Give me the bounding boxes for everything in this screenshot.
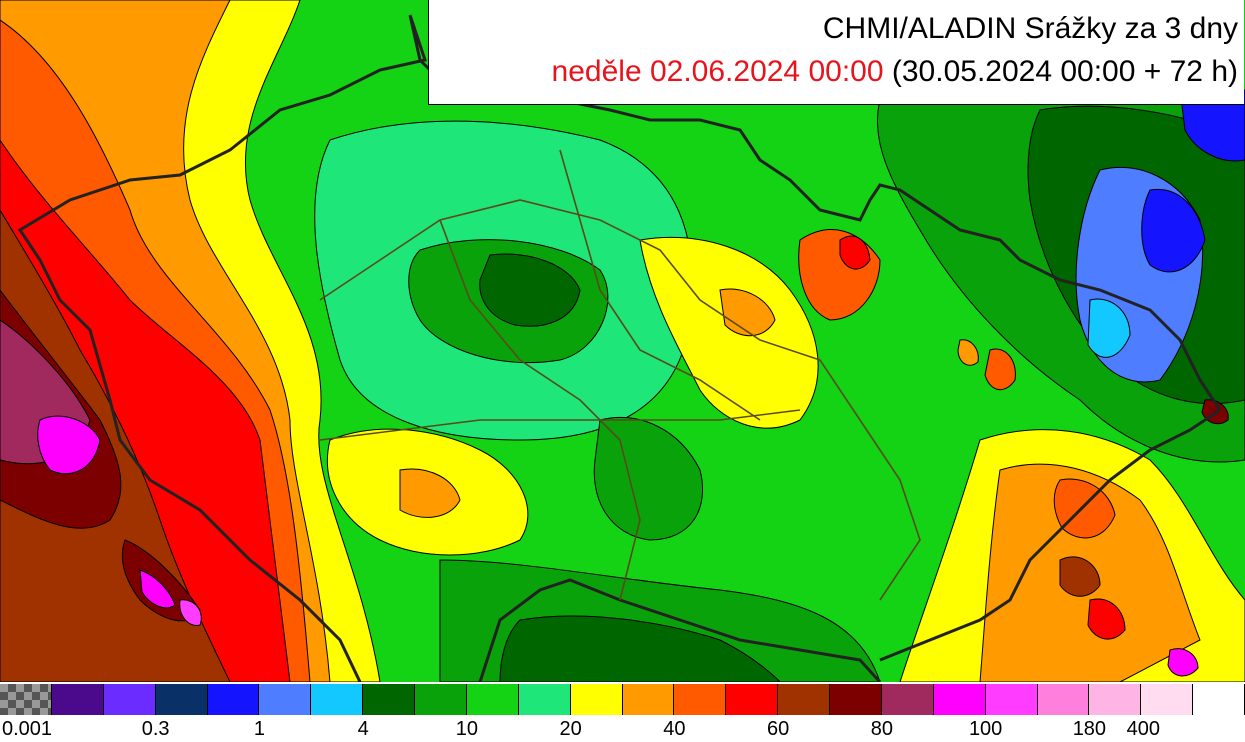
legend-tick-label: 0.001 — [2, 718, 53, 740]
legend-swatch — [518, 684, 571, 715]
legend-swatch — [830, 684, 882, 715]
legend-swatch — [207, 684, 260, 715]
title-panel: CHMI/ALADIN Srážky za 3 dny neděle 02.06… — [428, 0, 1244, 105]
legend-tick-label: 10 — [455, 718, 478, 740]
legend-tick-label: 60 — [767, 718, 790, 740]
legend-swatch — [881, 684, 934, 715]
legend-swatch — [778, 684, 830, 715]
legend-swatch — [1141, 684, 1194, 715]
east-precip-field — [876, 87, 1245, 682]
time-info: neděle 02.06.2024 00:00 (30.05.2024 00:0… — [552, 55, 1238, 89]
legend-swatch — [726, 684, 779, 715]
legend-swatch — [1193, 684, 1245, 715]
legend-swatch — [103, 684, 156, 715]
legend-swatch — [1089, 684, 1142, 715]
legend-swatch — [51, 684, 104, 715]
legend-swatch — [415, 684, 467, 715]
legend-swatch — [259, 684, 312, 715]
legend-swatch — [311, 684, 364, 715]
product-title: CHMI/ALADIN Srážky za 3 dny — [822, 12, 1238, 45]
legend-swatch — [674, 684, 727, 715]
czech-border-line — [17, 14, 1222, 682]
legend-tick-label: 20 — [559, 718, 582, 740]
legend-tick-label: 40 — [663, 718, 686, 740]
legend-swatch — [570, 684, 623, 715]
color-legend: 0.001 0.3 1 4 10 20 40 60 80 100 180 400 — [0, 682, 1245, 742]
legend-tick-label: 1 — [253, 718, 265, 740]
region-boundaries — [319, 149, 921, 601]
legend-swatch — [622, 684, 675, 715]
legend-tick-label: 180 — [1072, 718, 1107, 740]
legend-swatch — [0, 684, 52, 715]
precipitation-map — [0, 0, 1245, 682]
legend-swatch — [985, 684, 1038, 715]
legend-swatch — [1037, 684, 1090, 715]
legend-swatch — [155, 684, 208, 715]
west-precip-field — [0, 0, 381, 682]
legend-tick-label: 4 — [357, 718, 369, 740]
legend-swatch — [933, 684, 986, 715]
legend-tick-label: 0.3 — [141, 718, 170, 740]
legend-tick-label: 400 — [1126, 718, 1160, 740]
run-info: (30.05.2024 00:00 + 72 h) — [891, 55, 1238, 88]
legend-tick-label: 100 — [968, 718, 1003, 740]
legend-swatch — [466, 684, 519, 715]
legend-swatch — [363, 684, 415, 715]
legend-tick-label: 80 — [870, 718, 893, 740]
valid-time: neděle 02.06.2024 00:00 — [551, 55, 884, 88]
